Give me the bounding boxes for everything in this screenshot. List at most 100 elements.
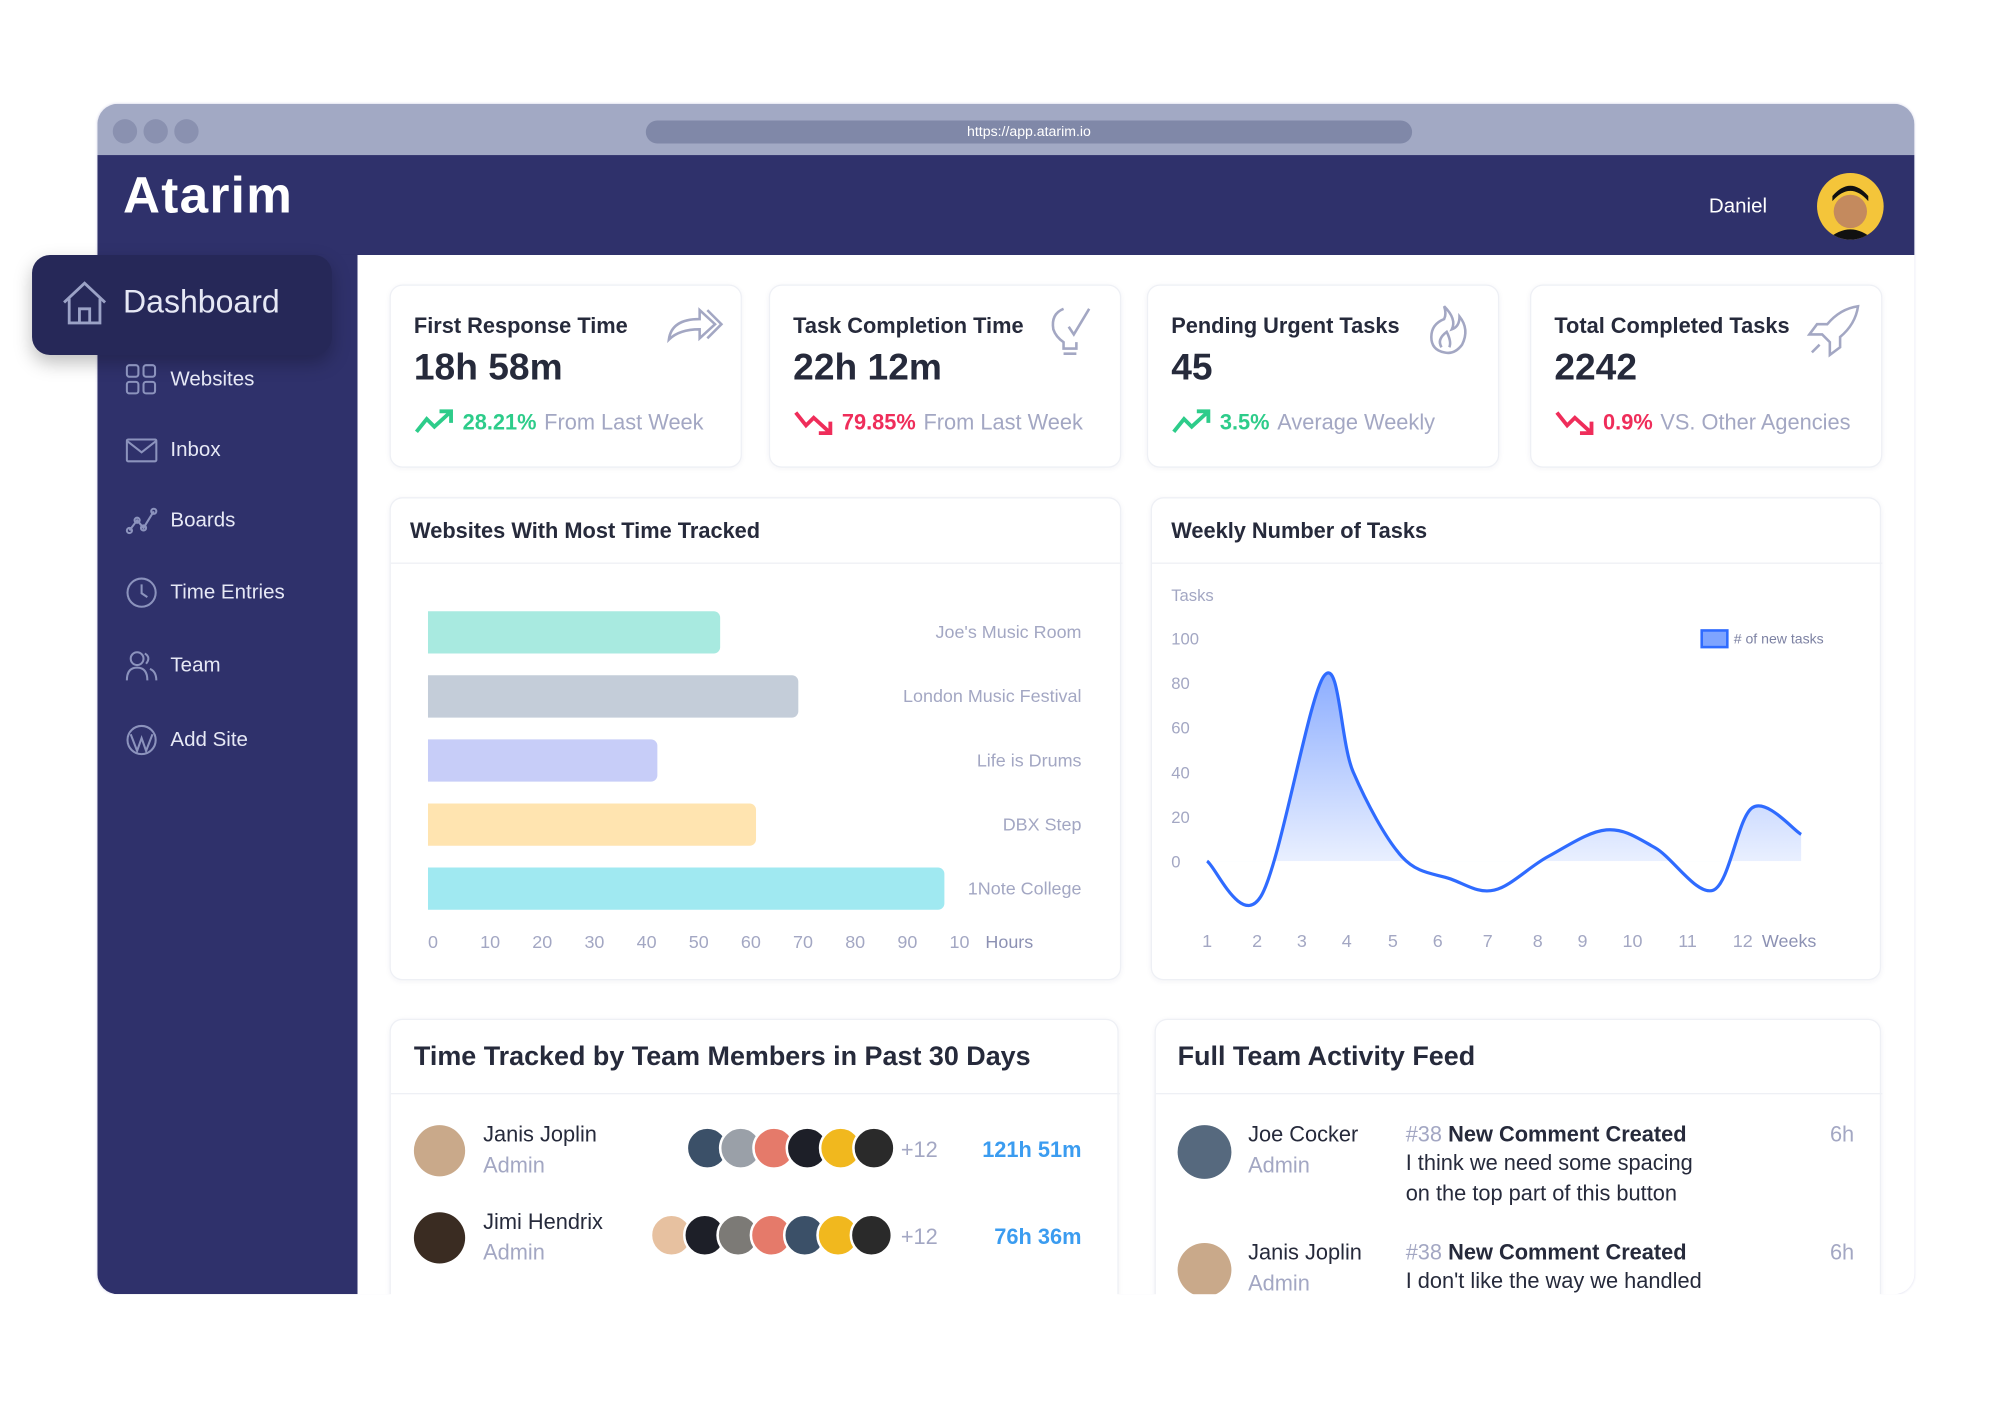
extra-count[interactable]: +12 [900,1137,938,1163]
avatar[interactable] [1817,172,1884,240]
rocket-icon [1806,304,1860,358]
weekly-tasks-chart-card: Weekly Number of Tasks [1150,497,1883,981]
x-tick-label: 9 [1578,931,1588,951]
kpi-delta-note: VS. Other Agencies [1660,410,1851,435]
activity-time: 6h [1829,1122,1855,1147]
sidebar-item-time-entries[interactable]: Time Entries [126,577,285,609]
avatar[interactable] [1177,1125,1232,1179]
legend-label: # of new tasks [1734,630,1824,646]
x-tick-label: 50 [688,931,709,953]
kpi-delta-value: 28.21% [462,410,537,435]
kpi-delta-note: From Last Week [544,410,704,435]
card-title: Full Team Activity Feed [1177,1041,1476,1072]
sidebar-item-websites[interactable]: Websites [125,364,255,396]
member-role: Admin [483,1153,545,1178]
top-bar: Atarim Daniel [97,155,1915,255]
task-ref[interactable]: #38 [1405,1122,1443,1147]
kpi-card: First Response Time 18h 58m 28.21% From … [389,284,742,468]
x-tick-label: 10 [949,931,970,953]
kpi-delta: 3.5% Average Weekly [1171,409,1435,437]
divider [390,562,1123,564]
kpi-title: Total Completed Tasks [1554,313,1790,339]
logo[interactable]: Atarim [123,167,294,225]
kpi-title: Pending Urgent Tasks [1171,313,1400,339]
member-avatar[interactable] [849,1213,894,1258]
kpi-delta: 79.85% From Last Week [793,409,1083,437]
kpi-value: 22h 12m [793,347,942,389]
extra-count[interactable]: +12 [900,1225,938,1250]
activity-text: I don't like the way we handled [1405,1268,1702,1293]
y-axis-label: Tasks [1171,586,1214,605]
bar[interactable] [427,675,799,718]
bar-label: London Music Festival [903,685,1082,707]
activity-text: I think we need some spacing on the top … [1405,1150,1693,1206]
kpi-card: Total Completed Tasks 2242 0.9% VS. Othe… [1529,284,1883,468]
sidebar-item-label: Boards [170,509,236,532]
bar-label: 1Note College [967,877,1082,899]
x-tick-label: 5 [1388,931,1398,951]
window-dot[interactable] [174,119,199,144]
sidebar-item-label: Inbox [170,438,221,461]
user-avatar-icon [1827,185,1874,240]
sidebar [97,254,358,1295]
sidebar-item-team[interactable]: Team [125,650,221,682]
kpi-delta-note: From Last Week [923,410,1083,435]
sidebar-item-label: Dashboard [123,284,280,321]
window-dot[interactable] [112,119,138,144]
window-dot[interactable] [143,119,168,144]
bar[interactable] [427,739,658,782]
x-tick-label: 11 [1678,931,1697,951]
forward-arrow-icon [667,307,724,344]
y-tick-label: 100 [1171,630,1199,649]
sidebar-item-add-site[interactable]: Add Site [126,724,248,756]
avatar[interactable] [413,1125,466,1177]
bar[interactable] [427,803,757,846]
clock-icon [126,577,157,608]
sidebar-item-label: Team [170,654,221,676]
activity-action: New Comment Created [1448,1122,1687,1147]
author-role: Admin [1248,1271,1310,1296]
grid-icon [125,364,157,395]
sidebar-item-dashboard[interactable]: Dashboard [32,254,332,355]
trend-up-icon [1172,409,1211,434]
card-title: Websites With Most Time Tracked [410,518,761,544]
card-title: Time Tracked by Team Members in Past 30 … [413,1041,1031,1072]
kpi-card: Task Completion Time 22h 12m 79.85% From… [768,284,1122,468]
kpi-delta: 0.9% VS. Other Agencies [1554,409,1851,437]
trend-down-icon [794,411,833,436]
kpi-delta-value: 0.9% [1603,410,1653,435]
x-tick-label: 90 [897,931,918,953]
member-avatar[interactable] [852,1126,896,1170]
avatar[interactable] [413,1212,466,1264]
kpi-value: 2242 [1554,347,1638,389]
activity-action: New Comment Created [1448,1240,1687,1265]
tracked-time: 121h 51m [982,1137,1082,1163]
series-line[interactable] [1205,671,1803,907]
sidebar-item-boards[interactable]: Boards [125,505,236,537]
x-tick-label: 6 [1433,931,1443,951]
avatar[interactable] [1177,1242,1232,1297]
kpi-title: First Response Time [413,313,628,339]
trend-down-icon [1555,411,1594,436]
x-tick-label: 10 [480,931,501,953]
x-tick-label: 80 [845,931,866,953]
kpi-title: Task Completion Time [793,313,1024,339]
sidebar-item-inbox[interactable]: Inbox [125,434,221,466]
sidebar-item-label: Add Site [170,728,248,751]
x-tick-label: 20 [532,931,553,953]
url-bar[interactable]: https://app.atarim.io [645,120,1413,144]
user-name[interactable]: Daniel [1708,196,1768,218]
bar[interactable] [427,611,720,654]
users-icon [125,651,158,681]
divider [1151,562,1883,564]
x-tick-label: 40 [636,931,657,953]
bar-label: Life is Drums [976,749,1082,771]
bar[interactable] [427,867,945,910]
task-ref[interactable]: #38 [1405,1240,1443,1265]
browser-chrome: https://app.atarim.io [97,103,1915,156]
legend-swatch [1700,629,1729,649]
card-title: Weekly Number of Tasks [1171,518,1428,544]
x-tick-label: 10 [1623,931,1643,951]
kpi-value: 45 [1171,347,1213,389]
sidebar-item-label: Websites [170,368,255,391]
